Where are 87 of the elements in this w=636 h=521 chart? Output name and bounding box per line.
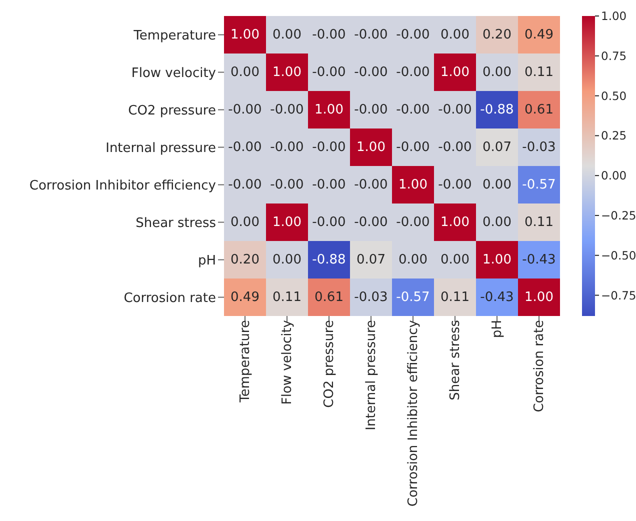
data-label: 1.00 [440, 214, 470, 230]
data-label: -0.43 [522, 252, 556, 268]
data-label: -0.00 [396, 102, 430, 118]
data-label: -0.00 [312, 64, 346, 80]
data-label: -0.43 [480, 290, 514, 305]
data-label: -0.00 [312, 27, 346, 42]
data-label: -0.00 [438, 140, 472, 155]
x-tick-label: Corrosion rate [532, 320, 548, 412]
data-label: 0.00 [230, 64, 260, 80]
data-label: 1.00 [398, 177, 428, 192]
data-label: 1.00 [482, 252, 512, 268]
data-label: 1.00 [230, 27, 260, 42]
data-label: 0.49 [230, 290, 260, 305]
data-label: 1.00 [272, 214, 302, 230]
data-label: -0.00 [312, 140, 346, 155]
data-label: -0.00 [354, 64, 388, 80]
color-bar-label: 1.00 [601, 9, 627, 23]
data-label: -0.00 [270, 102, 304, 118]
data-label: 0.00 [482, 214, 512, 230]
color-bar-label: −0.25 [601, 208, 636, 222]
data-label: 0.00 [440, 27, 470, 42]
data-label: -0.00 [312, 177, 346, 192]
color-bar-label: 0.00 [601, 168, 627, 183]
data-label: 0.00 [482, 177, 512, 192]
data-label: -0.00 [228, 140, 262, 155]
data-label: -0.00 [438, 102, 472, 118]
data-label: -0.00 [354, 102, 388, 118]
data-label: -0.00 [396, 27, 430, 42]
color-bar-label: −0.75 [601, 288, 636, 302]
data-label: -0.00 [312, 214, 346, 230]
x-tick-label: Flow velocity [280, 320, 296, 405]
y-tick-label: Corrosion Inhibitor efficiency [29, 178, 216, 194]
data-label: -0.03 [522, 140, 556, 155]
data-label: 0.07 [482, 140, 512, 155]
y-tick-label: Shear stress [136, 216, 216, 231]
y-tick-label: Temperature [132, 28, 216, 44]
data-label: 0.11 [440, 290, 470, 305]
data-label: -0.00 [270, 177, 304, 192]
data-label: 1.00 [314, 102, 344, 118]
data-label: 0.20 [230, 252, 260, 268]
data-label: -0.00 [396, 214, 430, 230]
color-bar-label: −0.50 [601, 248, 636, 262]
x-tick-label: CO2 pressure [322, 320, 338, 408]
y-tick-label: Internal pressure [106, 140, 216, 156]
data-label: -0.00 [270, 140, 304, 155]
data-label: -0.00 [354, 27, 388, 42]
y-tick-label: pH [198, 253, 216, 268]
data-label: 0.61 [314, 290, 344, 305]
data-label: 0.11 [524, 214, 554, 230]
data-label: -0.88 [480, 102, 514, 118]
data-label: 1.00 [356, 140, 386, 155]
data-label: 0.49 [524, 27, 554, 42]
y-tick-label: Corrosion rate [124, 290, 216, 306]
data-label: 0.00 [272, 252, 302, 268]
x-tick-label: Shear stress [448, 320, 464, 400]
data-label: -0.88 [312, 252, 346, 268]
data-label: 0.00 [398, 252, 428, 268]
y-tick-label: CO2 pressure [128, 103, 216, 118]
data-label: 1.00 [524, 290, 554, 305]
data-label: -0.00 [228, 102, 262, 118]
data-label: 0.61 [524, 102, 554, 118]
data-label: 0.11 [524, 64, 554, 80]
data-label: -0.57 [522, 177, 556, 192]
data-label: 0.07 [356, 252, 386, 268]
y-tick-label: Flow velocity [131, 66, 216, 81]
data-label: 0.00 [272, 27, 302, 42]
data-label: 0.11 [272, 290, 302, 305]
x-tick-label: Corrosion Inhibitor efficiency [406, 320, 422, 507]
data-label: 1.00 [272, 64, 302, 80]
color-bar-label: 0.75 [601, 48, 627, 63]
data-label: -0.57 [396, 290, 430, 305]
data-label: -0.00 [396, 140, 430, 155]
data-label: -0.03 [354, 290, 388, 305]
x-tick-label: pH [490, 320, 506, 338]
data-label: -0.00 [354, 177, 388, 192]
data-label: 0.20 [482, 27, 512, 42]
data-label: -0.00 [228, 177, 262, 192]
data-label: 0.00 [230, 214, 260, 230]
data-label: 0.00 [482, 64, 512, 80]
data-label: -0.00 [396, 64, 430, 80]
x-tick-label: Internal pressure [364, 320, 380, 430]
data-label: 1.00 [440, 64, 470, 80]
data-label: 0.00 [440, 252, 470, 268]
data-label: -0.00 [354, 214, 388, 230]
color-bar-label: 0.25 [601, 128, 627, 143]
color-bar-label: 0.50 [601, 88, 627, 103]
data-label: -0.00 [438, 177, 472, 192]
